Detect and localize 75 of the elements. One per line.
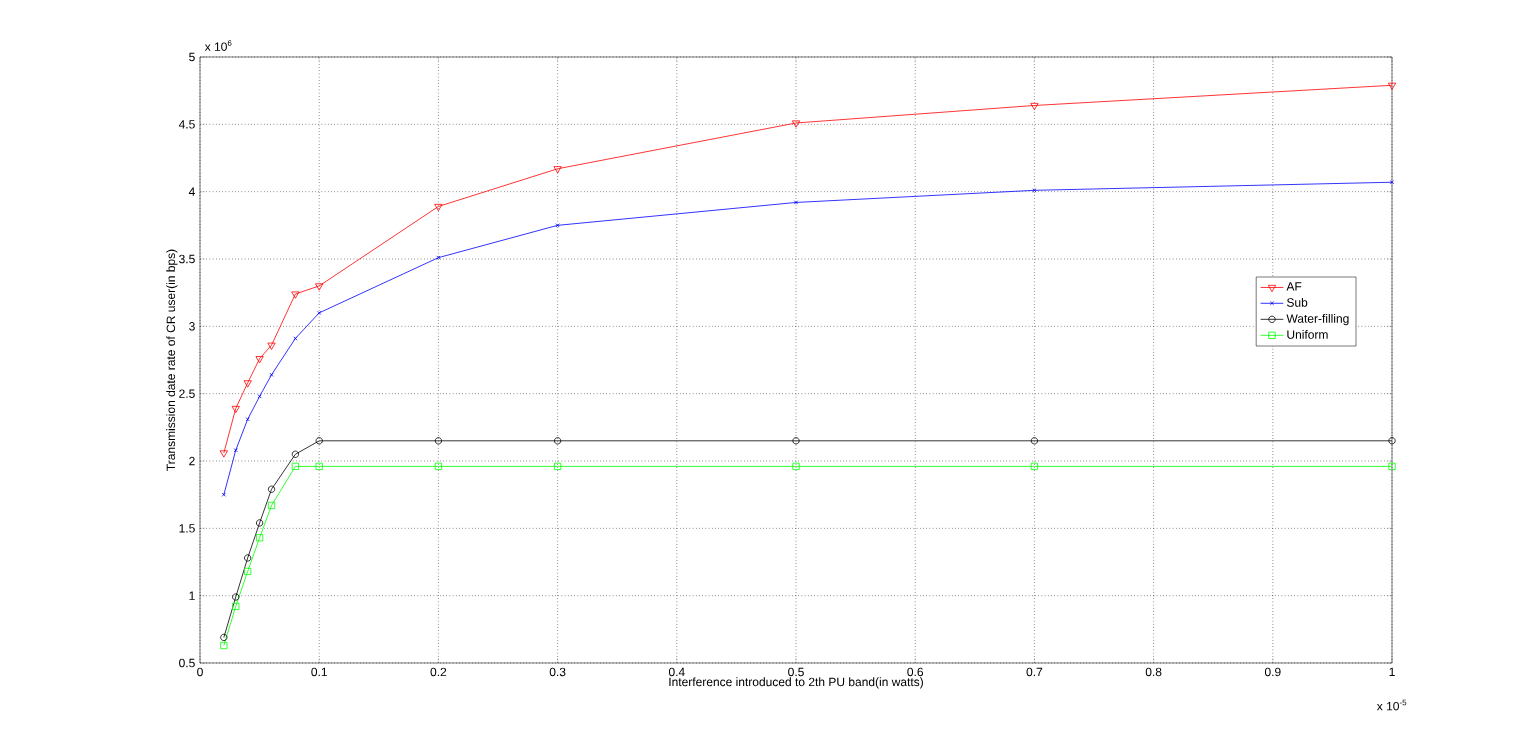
point: [315, 462, 323, 470]
point: [293, 336, 298, 341]
x-tick-label: 0.1: [311, 667, 327, 677]
point: [434, 203, 443, 212]
point: [243, 380, 252, 388]
point: [220, 641, 228, 650]
point: [436, 255, 441, 260]
y-tick-label: 2: [189, 456, 195, 466]
text: x 10$^{6}$: [204, 40, 232, 51]
point: [220, 633, 228, 642]
legend-label: Sub: [1286, 297, 1308, 307]
point: [269, 372, 274, 377]
point: [232, 602, 240, 611]
x-axis-title: Interference introduced to 2th PU band(in watts): [669, 677, 923, 689]
point: [793, 200, 799, 205]
x-tick-label: 0.3: [549, 667, 566, 677]
point: [1030, 102, 1039, 111]
point: [554, 437, 562, 445]
x-tick-label: 0.6: [907, 667, 924, 677]
x-tick-label: 0.7: [1026, 667, 1043, 677]
y-tick-label: 3: [189, 322, 195, 331]
point: [255, 356, 264, 364]
y-tick-label: 4.5: [178, 120, 195, 129]
y-tick-label: 1: [189, 591, 195, 600]
point: [291, 291, 300, 299]
text: x 10$^{-5}$: [1376, 699, 1407, 711]
point: [1032, 188, 1037, 193]
point: [791, 120, 801, 128]
y-axis-title: Transmission date rate of CR user(in bps): [166, 249, 178, 471]
point: [1030, 462, 1039, 470]
point: [315, 283, 324, 291]
y-tick-label: 0.5: [179, 658, 195, 668]
legend-label: AF: [1286, 282, 1302, 291]
point: [219, 450, 228, 458]
point: [317, 310, 322, 315]
x-tick-label: 1: [1389, 667, 1395, 676]
point: [245, 417, 250, 422]
point: [255, 519, 264, 527]
point: [555, 223, 560, 228]
point: [231, 405, 240, 414]
point: [1387, 82, 1397, 90]
point: [792, 437, 800, 445]
point: [291, 462, 299, 470]
point: [255, 534, 264, 542]
x-tick-label: 0.9: [1264, 667, 1281, 677]
point: [554, 462, 562, 470]
y-tick-label: 5: [189, 52, 195, 62]
point: [244, 554, 252, 562]
point: [1388, 437, 1396, 445]
legend-label: Water-filling: [1286, 313, 1349, 326]
point: [267, 342, 276, 350]
point: [267, 501, 276, 510]
y-tick-label: 1.5: [179, 524, 195, 533]
point: [434, 462, 443, 470]
x-tick-label: 0.5: [788, 667, 804, 677]
x-tick-label: 0.2: [430, 667, 447, 677]
point: [1030, 437, 1039, 445]
x-tick-label: 0: [197, 667, 203, 677]
point: [553, 166, 562, 174]
point: [233, 448, 238, 453]
point: [291, 450, 299, 458]
y-tick-label: 4: [188, 187, 195, 196]
point: [267, 485, 276, 493]
x-tick-label: 0.4: [668, 667, 685, 677]
point: [244, 567, 252, 576]
point: [257, 394, 262, 399]
legend-label: Uniform: [1287, 329, 1328, 339]
point: [434, 437, 443, 445]
y-tick-label: 2.5: [179, 389, 195, 398]
point: [1388, 462, 1396, 470]
point: [232, 593, 240, 601]
y-tick-label: 3.5: [179, 254, 195, 264]
x-tick-label: 0.8: [1145, 667, 1162, 677]
point: [792, 462, 800, 470]
point: [315, 437, 323, 445]
